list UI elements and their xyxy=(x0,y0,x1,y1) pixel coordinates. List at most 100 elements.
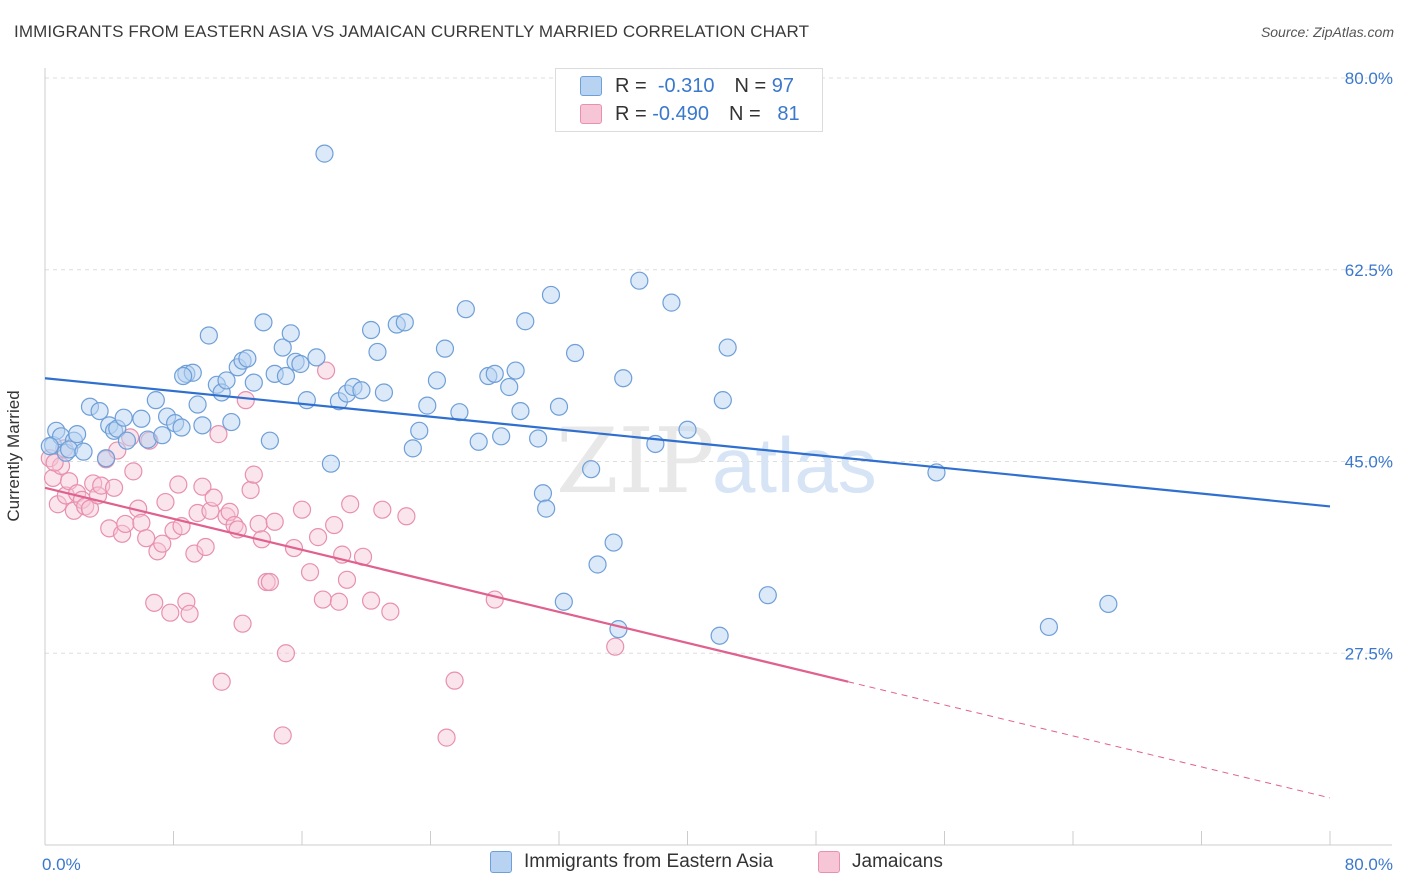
legend-r-label: R = xyxy=(615,102,647,125)
legend-n-label: N = xyxy=(734,74,767,97)
jamaicans-point xyxy=(180,604,199,623)
eastern-asia-point xyxy=(456,300,475,319)
eastern-asia-point xyxy=(758,586,777,605)
jamaicans-point xyxy=(116,514,135,534)
jamaicans-point xyxy=(124,462,143,481)
trend-lines xyxy=(44,377,1331,799)
jamaicans-point xyxy=(381,602,400,621)
eastern-asia-points xyxy=(40,144,1118,645)
eastern-asia-point xyxy=(529,429,548,448)
eastern-asia-point xyxy=(321,454,341,473)
eastern-asia-point xyxy=(368,342,387,362)
y-tick-label: 45.0% xyxy=(1345,453,1393,472)
jamaicans-point xyxy=(437,728,456,747)
pink-swatch xyxy=(818,851,840,873)
jamaicans-point xyxy=(485,590,504,609)
eastern-asia-point xyxy=(485,364,504,383)
eastern-asia-point xyxy=(630,271,649,290)
legend-r-label: R = xyxy=(615,74,647,97)
eastern-asia-point xyxy=(506,361,525,380)
jamaicans-point xyxy=(292,500,312,519)
eastern-asia-point xyxy=(1039,617,1059,637)
eastern-asia-point xyxy=(427,371,447,390)
x-tick-label: 0.0% xyxy=(42,855,81,874)
eastern-asia-point xyxy=(678,420,697,439)
jamaicans-point xyxy=(316,361,336,380)
eastern-asia-point xyxy=(662,293,681,312)
y-tick-label: 27.5% xyxy=(1345,644,1393,663)
eastern-asia-trend-line xyxy=(44,377,1331,508)
eastern-asia-point xyxy=(199,326,218,345)
legend-n-value: 81 xyxy=(777,102,800,125)
legend-item-label: Jamaicans xyxy=(852,851,943,872)
jamaicans-point xyxy=(132,513,151,532)
eastern-asia-point xyxy=(174,366,193,386)
legend-item-jamaicans: Jamaicans xyxy=(818,851,943,873)
jamaicans-point xyxy=(145,593,164,612)
jamaicans-point xyxy=(233,614,252,633)
eastern-asia-point xyxy=(710,626,729,645)
jamaicans-point xyxy=(276,644,296,663)
jamaicans-point xyxy=(300,563,320,582)
jamaicans-point xyxy=(244,465,263,484)
jamaicans-point xyxy=(265,512,284,531)
eastern-asia-point xyxy=(40,437,59,456)
jamaicans-point xyxy=(325,515,344,535)
jamaicans-point xyxy=(397,507,416,526)
jamaicans-point xyxy=(137,529,156,548)
jamaicans-point xyxy=(80,499,100,518)
eastern-asia-point xyxy=(315,144,334,163)
eastern-asia-point xyxy=(352,381,371,400)
legend-r-value: -0.490 xyxy=(652,102,709,125)
eastern-asia-point xyxy=(403,439,422,458)
legend-n-label: N = xyxy=(728,102,761,125)
blue-swatch xyxy=(580,76,602,96)
series-legend: Immigrants from Eastern Asia Jamaicans xyxy=(0,851,1406,881)
eastern-asia-point xyxy=(276,366,296,386)
legend-item-label: Immigrants from Eastern Asia xyxy=(524,851,774,872)
eastern-asia-point xyxy=(418,396,437,415)
jamaicans-point xyxy=(241,480,260,500)
jamaicans-point xyxy=(212,672,231,691)
eastern-asia-point xyxy=(281,324,300,343)
legend-row-eastern-asia: R = -0.310 N = 97 xyxy=(580,73,794,99)
jamaicans-point xyxy=(185,544,204,563)
y-axis-label: Currently Married xyxy=(4,390,23,522)
eastern-asia-point xyxy=(114,408,133,427)
jamaicans-trend-extension xyxy=(848,681,1331,799)
eastern-asia-point xyxy=(117,431,137,450)
eastern-asia-point xyxy=(217,371,236,390)
eastern-asia-point xyxy=(410,421,429,440)
grid-lines xyxy=(45,77,1392,654)
y-tick-label: 62.5% xyxy=(1345,261,1393,280)
eastern-asia-point xyxy=(718,338,737,357)
jamaicans-point xyxy=(193,477,212,496)
tick-labels: 27.5% 45.0% 62.5% 80.0% 0.0% 80.0% xyxy=(42,69,1393,874)
jamaicans-point xyxy=(177,592,196,611)
eastern-asia-point xyxy=(450,403,469,422)
x-tick-label: 80.0% xyxy=(1345,855,1393,874)
jamaicans-point xyxy=(308,528,328,547)
jamaicans-point xyxy=(153,534,172,553)
jamaicans-point xyxy=(361,591,381,610)
eastern-asia-point xyxy=(222,412,241,432)
eastern-asia-point xyxy=(537,499,556,518)
eastern-asia-point xyxy=(533,484,553,503)
jamaicans-point xyxy=(169,475,188,494)
pink-swatch xyxy=(580,104,602,124)
jamaicans-point xyxy=(445,671,464,690)
eastern-asia-point xyxy=(604,533,623,552)
eastern-asia-point xyxy=(511,401,530,421)
eastern-asia-point xyxy=(68,425,87,444)
source-label: Source: ZipAtlas.com xyxy=(1260,24,1394,40)
jamaicans-point xyxy=(249,514,268,534)
watermark-atlas: atlas xyxy=(712,421,877,509)
eastern-asia-point xyxy=(273,338,292,357)
jamaicans-point xyxy=(204,488,223,507)
y-tick-label: 80.0% xyxy=(1345,69,1393,88)
jamaicans-trend-line xyxy=(44,486,849,683)
eastern-asia-point xyxy=(238,349,257,368)
jamaicans-point xyxy=(260,572,279,592)
jamaicans-point xyxy=(196,537,215,557)
